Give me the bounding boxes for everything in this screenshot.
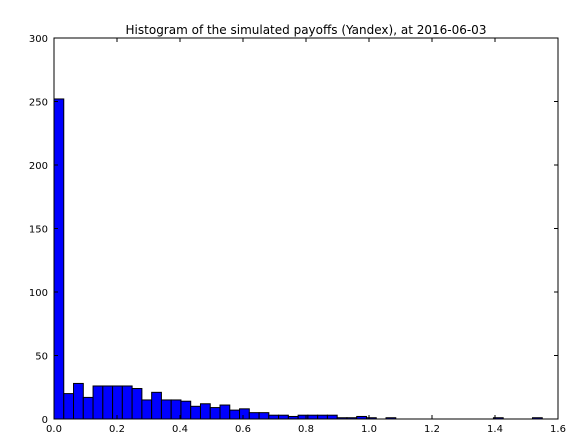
histogram-bar (141, 399, 153, 420)
histogram-bar (278, 414, 289, 420)
y-tick-label: 50 (35, 352, 48, 363)
x-tick-label: 0.0 (46, 424, 62, 435)
y-tick-label: 300 (29, 34, 48, 45)
histogram-bar (190, 405, 201, 420)
histogram-bar (102, 385, 114, 420)
histogram-bar (170, 399, 182, 420)
histogram-bar (53, 98, 65, 420)
x-tick-label: 0.6 (235, 424, 251, 435)
histogram-bar (326, 414, 338, 420)
x-tick-label: 1.4 (487, 424, 503, 435)
histogram-bar (258, 412, 270, 420)
x-tick-label: 0.4 (172, 424, 188, 435)
histogram-bar (317, 414, 328, 420)
histogram-bar (160, 399, 172, 420)
histogram-bar (131, 388, 143, 420)
y-tick-label: 250 (29, 98, 48, 109)
y-tick-label: 150 (29, 225, 48, 236)
y-tick-label: 100 (29, 288, 48, 299)
chart-title: Histogram of the simulated payoffs (Yand… (126, 23, 487, 37)
histogram-bar (248, 412, 260, 420)
histogram-bar (82, 396, 94, 420)
histogram-bar (73, 382, 84, 420)
y-tick-label: 200 (29, 161, 48, 172)
y-tick-label: 0 (42, 415, 48, 426)
histogram-bars (53, 98, 543, 420)
x-tick-label: 1.2 (424, 424, 440, 435)
plot-frame (53, 37, 559, 420)
histogram-bar (63, 393, 75, 420)
histogram-bar (268, 414, 280, 420)
x-tick-label: 1.0 (361, 424, 377, 435)
histogram-bar (180, 400, 192, 420)
x-tick-label: 0.2 (109, 424, 125, 435)
axis-ticks: 0.0 0.2 0.4 0.6 0.8 1.0 1.2 1.4 1.6 0 50 100 150 200 2… (29, 34, 566, 435)
histogram-bar (121, 385, 133, 420)
histogram-bar (199, 403, 211, 420)
histogram-bar (307, 414, 319, 420)
histogram-bar (112, 385, 123, 420)
x-tick-label: 0.8 (298, 424, 314, 435)
histogram-bar (229, 409, 241, 420)
histogram-bar (92, 385, 104, 420)
histogram-bar (239, 408, 250, 420)
histogram-bar (209, 407, 221, 420)
histogram-bar (151, 391, 162, 420)
x-tick-label: 1.6 (550, 424, 566, 435)
histogram-bar (219, 404, 231, 420)
